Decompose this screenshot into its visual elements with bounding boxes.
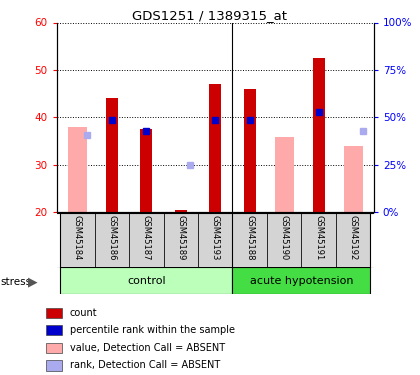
Bar [267, 213, 302, 268]
Text: acute hypotension: acute hypotension [249, 276, 353, 286]
Text: GSM45186: GSM45186 [108, 215, 116, 261]
Text: value, Detection Call = ABSENT: value, Detection Call = ABSENT [70, 343, 225, 353]
Bar [46, 360, 62, 370]
Text: control: control [127, 276, 165, 286]
Text: GSM45189: GSM45189 [176, 215, 185, 261]
Bar [46, 325, 62, 335]
Bar [302, 213, 336, 268]
Bar [46, 343, 62, 353]
Text: GSM45191: GSM45191 [314, 215, 323, 261]
Bar [94, 213, 129, 268]
Text: rank, Detection Call = ABSENT: rank, Detection Call = ABSENT [70, 360, 220, 370]
Bar [68, 127, 87, 212]
Bar [344, 146, 362, 212]
Bar [336, 213, 370, 268]
Bar [163, 213, 198, 268]
Bar [275, 137, 294, 212]
Bar [233, 213, 267, 268]
Bar [46, 308, 62, 318]
Text: count: count [70, 308, 97, 318]
Bar [198, 213, 233, 268]
Bar [244, 89, 256, 212]
Text: ▶: ▶ [28, 276, 38, 288]
Bar [209, 84, 221, 212]
Text: GSM45192: GSM45192 [349, 215, 357, 261]
Text: percentile rank within the sample: percentile rank within the sample [70, 325, 235, 335]
Text: GSM45184: GSM45184 [73, 215, 82, 261]
Bar [175, 210, 187, 212]
Bar [129, 213, 163, 268]
Text: stress: stress [1, 277, 32, 287]
Bar [140, 129, 152, 212]
Bar [60, 213, 94, 268]
Bar [233, 267, 370, 294]
Text: GSM45190: GSM45190 [280, 215, 289, 261]
Text: GSM45193: GSM45193 [211, 215, 220, 261]
Bar [106, 98, 118, 212]
Text: GDS1251 / 1389315_at: GDS1251 / 1389315_at [132, 9, 288, 22]
Bar [60, 267, 233, 294]
Text: GSM45187: GSM45187 [142, 215, 151, 261]
Text: GSM45188: GSM45188 [245, 215, 254, 261]
Bar [312, 58, 325, 212]
